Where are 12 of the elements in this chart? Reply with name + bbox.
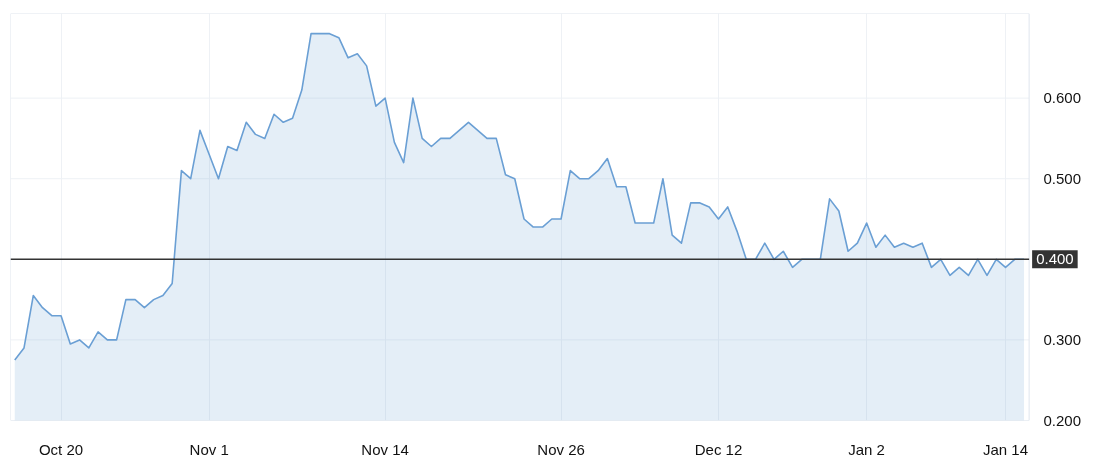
x-tick-label: Oct 20 [38, 440, 84, 458]
x-tick-label: Nov 1 [189, 440, 229, 458]
x-tick-label: Nov 26 [537, 440, 585, 458]
x-tick-label: Dec 12 [694, 440, 743, 458]
x-tick-label: Jan 2 [848, 440, 885, 458]
ref-line-label: 0.400 [1036, 250, 1074, 268]
x-tick-label: Nov 14 [361, 440, 409, 458]
y-tick-label: 0.500 [1043, 169, 1082, 187]
y-tick-label: 0.200 [1043, 411, 1082, 429]
y-tick-label: 0.300 [1043, 330, 1082, 348]
x-tick-label: Jan 14 [983, 440, 1029, 458]
y-tick-label: 0.600 [1043, 89, 1082, 107]
